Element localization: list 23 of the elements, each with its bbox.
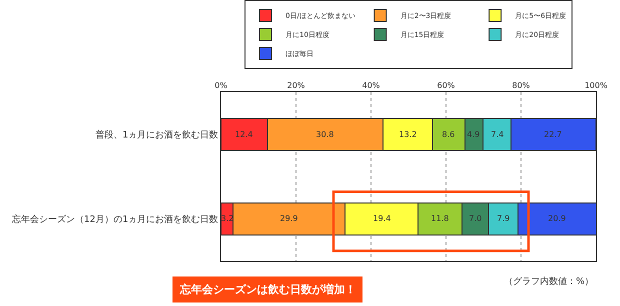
data-label: 20.9 xyxy=(548,214,566,223)
data-label: 30.8 xyxy=(316,130,334,139)
y-tick-label: 忘年会シーズン（12月）の1ヵ月にお酒を飲む日数 xyxy=(12,214,218,225)
data-label: 29.9 xyxy=(280,214,298,223)
x-tick-label: 40% xyxy=(362,81,380,90)
x-tick-label: 0% xyxy=(214,81,228,90)
data-label: 13.2 xyxy=(399,130,417,139)
data-label: 12.4 xyxy=(235,130,253,139)
data-label: 7.0 xyxy=(469,214,482,223)
y-tick-label: 普段、1ヵ月にお酒を飲む日数 xyxy=(95,130,218,141)
x-tick-label: 20% xyxy=(287,81,306,90)
data-label: 22.7 xyxy=(544,130,562,139)
data-label: 7.4 xyxy=(491,130,504,139)
text: （グラフ内数値：%） xyxy=(504,276,594,287)
data-label: 4.9 xyxy=(467,130,480,139)
x-tick-label: 100% xyxy=(584,81,608,90)
data-label: 8.6 xyxy=(442,130,455,139)
data-label: 11.8 xyxy=(431,214,449,223)
x-tick-label: 60% xyxy=(437,81,456,90)
text: 忘年会シーズンは飲む日数が増加！ xyxy=(179,283,356,296)
data-label: 19.4 xyxy=(373,214,391,223)
x-tick-label: 80% xyxy=(512,81,530,90)
data-label: 7.9 xyxy=(497,214,510,223)
